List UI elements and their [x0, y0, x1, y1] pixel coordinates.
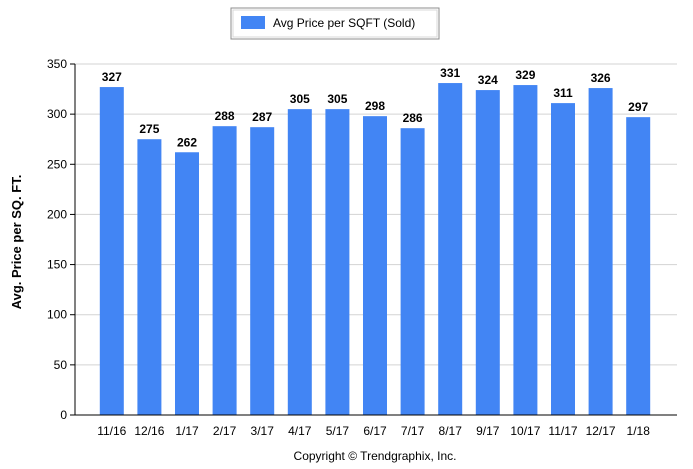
x-tick-label: 11/17: [548, 424, 577, 438]
data-label: 311: [553, 86, 573, 100]
bar: [363, 116, 387, 416]
x-tick-label: 10/17: [510, 424, 540, 438]
x-tick-label: 4/17: [288, 424, 312, 438]
data-label: 305: [327, 92, 347, 106]
y-tick-label: 300: [47, 107, 67, 121]
x-tick-label: 3/17: [251, 424, 275, 438]
x-tick-label: 8/17: [439, 424, 463, 438]
x-tick-label: 1/18: [627, 424, 651, 438]
legend-box: [230, 7, 440, 40]
bar: [212, 126, 237, 416]
y-tick-label: 250: [47, 157, 67, 171]
data-label: 262: [177, 135, 197, 149]
data-label: 287: [252, 110, 272, 124]
bar: [626, 117, 651, 415]
bar: [287, 109, 312, 415]
bar: [175, 152, 199, 415]
x-tick-label: 5/17: [326, 424, 350, 438]
bar: [551, 103, 575, 416]
y-tick-label: 150: [47, 258, 67, 272]
y-axis-ticks: 0 50 100 150 200 250 300 350: [47, 57, 75, 422]
y-tick-label: 0: [60, 408, 67, 422]
bar: [137, 139, 162, 415]
data-label: 329: [515, 68, 535, 82]
data-labels: 327 275 262 288 287 305 305 298 286 331 324 329 311 3…: [102, 66, 649, 149]
bar: [400, 128, 425, 415]
bar: [588, 88, 613, 415]
data-label: 331: [440, 66, 460, 80]
x-tick-label: 2/17: [213, 424, 237, 438]
y-tick-label: 350: [47, 57, 67, 71]
data-label: 305: [290, 92, 310, 106]
legend-label: Avg Price per SQFT (Sold): [273, 16, 415, 30]
x-tick-label: 12/16: [134, 424, 164, 438]
bar: [250, 127, 275, 416]
data-label: 286: [403, 111, 423, 125]
bar: [475, 90, 500, 416]
y-axis-title: Avg. Price per SQ. FT.: [9, 175, 24, 310]
x-tick-label: 9/17: [476, 424, 500, 438]
x-axis-ticks: 11/16 12/16 1/17 2/17 3/17 4/17 5/17 6/17 7/17 8/…: [97, 424, 650, 438]
data-label: 327: [102, 70, 122, 84]
y-tick-label: 100: [47, 308, 67, 322]
data-label: 275: [139, 122, 159, 136]
bar: [99, 87, 124, 416]
data-label: 324: [478, 73, 498, 87]
x-tick-label: 12/17: [586, 424, 616, 438]
y-tick-label: 200: [47, 207, 67, 221]
bar: [513, 85, 538, 415]
y-tick-label: 50: [54, 358, 68, 372]
legend-swatch: [241, 16, 265, 29]
bar: [438, 83, 463, 415]
legend: Avg Price per SQFT (Sold): [230, 7, 440, 40]
x-tick-label: 11/16: [97, 424, 126, 438]
data-label: 298: [365, 99, 385, 113]
x-tick-label: 7/17: [401, 424, 425, 438]
bar: [325, 109, 350, 415]
x-tick-label: 1/17: [175, 424, 199, 438]
legend-inner-border: [232, 9, 438, 38]
data-label: 288: [215, 109, 235, 123]
x-tick-label: 6/17: [363, 424, 387, 438]
copyright-text: Copyright © Trendgraphix, Inc.: [294, 449, 457, 463]
bars: [99, 83, 651, 416]
data-label: 326: [591, 71, 611, 85]
data-label: 297: [628, 100, 648, 114]
